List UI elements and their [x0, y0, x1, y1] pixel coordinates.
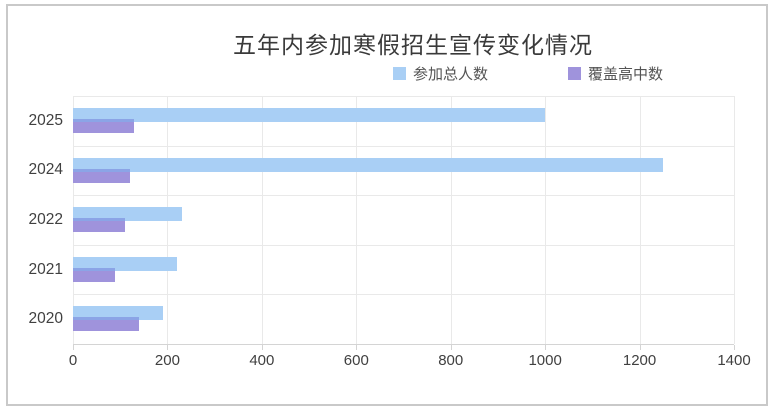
x-axis-tick	[261, 345, 263, 350]
legend-label-participants: 参加总人数	[413, 66, 489, 83]
x-axis-label: 400	[249, 352, 275, 369]
x-axis-tick	[450, 345, 452, 350]
x-axis-label: 1200	[622, 352, 657, 369]
x-axis-tick	[356, 345, 358, 350]
x-axis-tick	[639, 345, 641, 350]
x-axis-label: 1000	[528, 352, 562, 369]
x-axis-label: 0	[68, 352, 78, 369]
vertical-gridline	[356, 96, 358, 344]
legend-item-participants: 参加总人数	[393, 63, 488, 84]
chart-frame	[6, 4, 768, 406]
bar-participants-2020	[73, 306, 163, 321]
x-axis-label: 800	[438, 352, 464, 369]
bar-participants-2025	[73, 108, 546, 122]
x-axis-tick	[167, 345, 169, 350]
legend-item-schools: 覆盖高中数	[568, 63, 663, 84]
bar-schools-2025	[73, 119, 135, 133]
vertical-gridline	[734, 96, 735, 344]
x-axis-label: 1400	[717, 352, 751, 369]
y-axis-label: 2025	[28, 111, 63, 129]
vertical-gridline	[545, 96, 547, 344]
x-axis-tick	[734, 345, 735, 350]
plot-area	[73, 96, 735, 345]
bar-schools-2020	[73, 317, 140, 332]
vertical-gridline	[639, 96, 641, 344]
bar-participants-2024	[73, 157, 664, 172]
horizontal-gridline	[73, 244, 734, 246]
legend-swatch-participants-icon	[393, 67, 406, 80]
legend-label-schools: 覆盖高中数	[588, 66, 664, 83]
bar-participants-2021	[73, 256, 177, 271]
bar-schools-2024	[73, 168, 130, 183]
vertical-gridline	[450, 96, 452, 344]
legend-swatch-schools-icon	[568, 67, 581, 80]
y-axis-label: 2022	[28, 211, 63, 228]
y-axis-label: 2024	[28, 161, 63, 179]
x-axis-tick	[545, 345, 547, 350]
horizontal-gridline	[73, 145, 734, 147]
vertical-gridline	[261, 96, 263, 344]
bar-schools-2022	[73, 218, 125, 233]
horizontal-gridline	[73, 294, 734, 296]
x-axis-label: 600	[343, 352, 369, 369]
y-axis-label: 2020	[28, 310, 63, 328]
x-axis-tick	[73, 345, 74, 350]
bar-schools-2021	[73, 267, 116, 282]
chart-title: 五年内参加寒假招生宣传变化情况	[233, 32, 593, 58]
horizontal-gridline	[73, 96, 734, 97]
bar-participants-2022	[73, 207, 182, 222]
x-axis-label: 200	[154, 352, 180, 369]
y-axis-label: 2021	[28, 260, 63, 278]
horizontal-gridline	[73, 195, 734, 197]
